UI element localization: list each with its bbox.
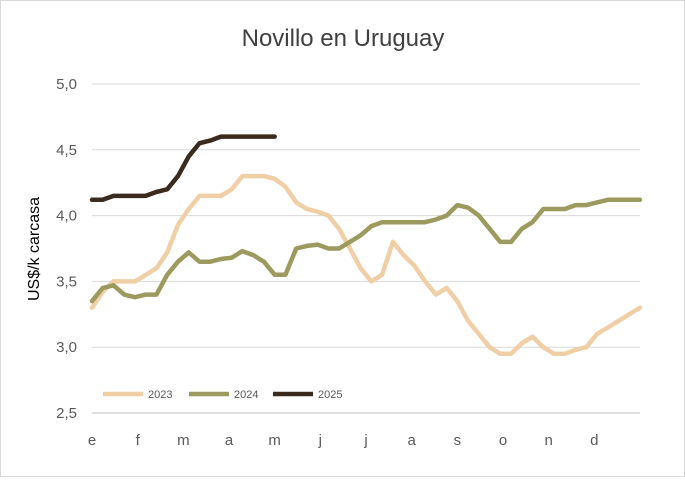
y-tick-label: 3,5: [56, 273, 77, 290]
y-tick-label: 2,5: [56, 405, 77, 422]
y-tick-label: 4,5: [56, 142, 77, 159]
y-tick-labels: 2,5 3,0 3,5 4,0 4,5 5,0: [56, 76, 77, 422]
legend-label: 2023: [148, 389, 172, 401]
x-tick-label: j: [363, 432, 367, 449]
x-tick-label: j: [318, 432, 322, 449]
legend: 2023 2024 2025: [103, 389, 342, 401]
series-line-2023: [89, 173, 643, 357]
x-tick-label: e: [88, 432, 96, 449]
y-axis-label: US$/k carcasa: [26, 197, 43, 301]
legend-label: 2025: [318, 389, 342, 401]
x-tick-label: s: [454, 432, 462, 449]
legend-label: 2024: [234, 389, 258, 401]
y-tick-label: 5,0: [56, 76, 77, 93]
x-tick-label: n: [544, 432, 552, 449]
x-tick-label: m: [177, 432, 190, 449]
chart-title: Novillo en Uruguay: [242, 25, 445, 52]
gridlines: [92, 83, 640, 414]
x-tick-label: a: [225, 432, 234, 449]
x-tick-label: a: [407, 432, 416, 449]
x-tick-label: d: [590, 432, 598, 449]
x-tick-label: o: [499, 432, 507, 449]
series-lines: [89, 134, 643, 357]
series-line-2025: [89, 134, 277, 203]
y-tick-label: 3,0: [56, 339, 77, 356]
series-line-2024: [89, 197, 643, 304]
y-tick-label: 4,0: [56, 208, 77, 225]
x-tick-label: f: [136, 432, 141, 449]
x-tick-label: m: [268, 432, 281, 449]
